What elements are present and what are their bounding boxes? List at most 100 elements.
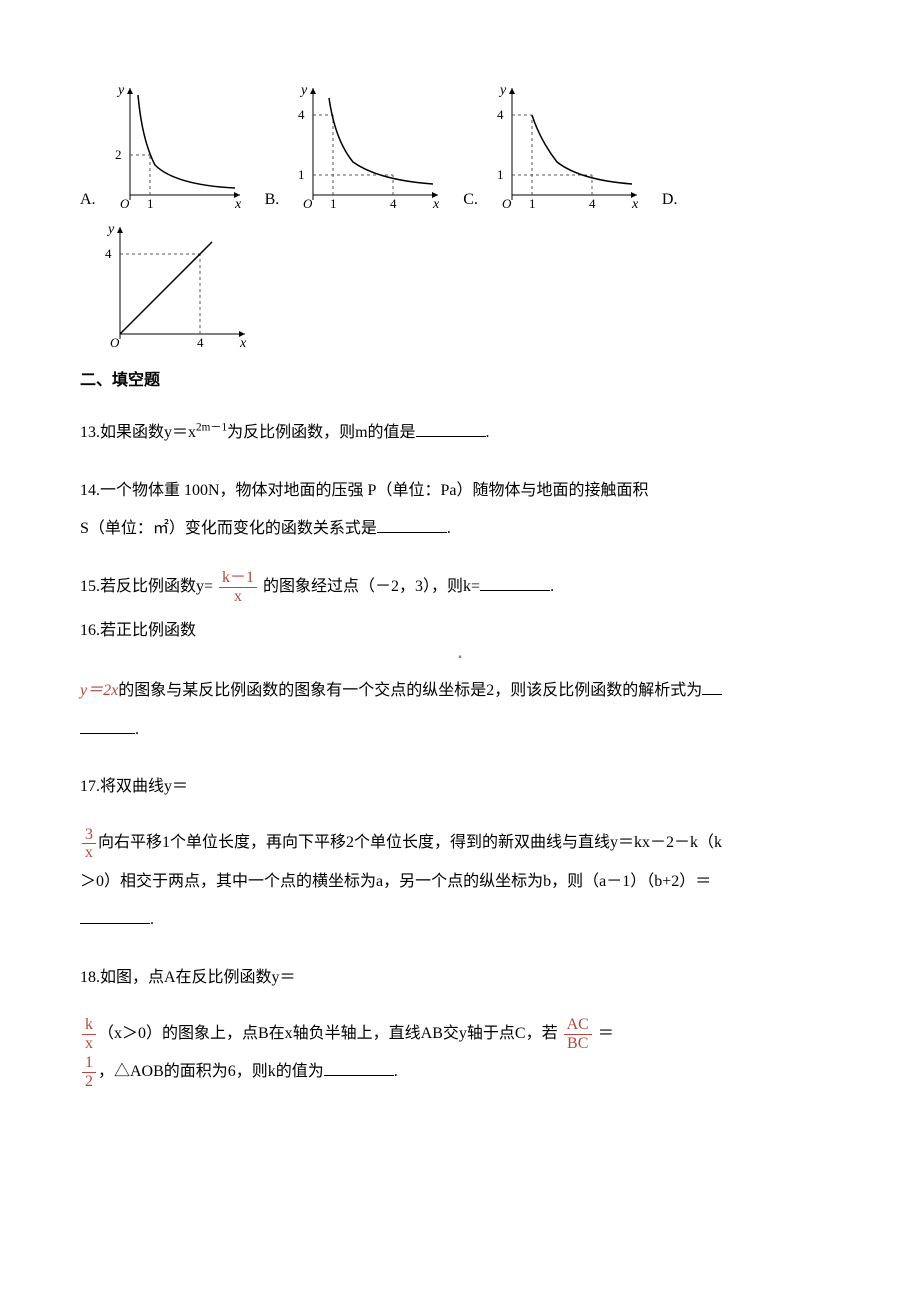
q17-pre: 将双曲线y＝ <box>100 778 188 795</box>
page-marker: ▪ <box>80 650 840 666</box>
option-c: C. x y O 4 1 1 4 <box>463 80 642 215</box>
q16-math: y＝2x <box>80 682 118 699</box>
svg-text:O: O <box>120 196 130 211</box>
graph-d: x y O 4 4 <box>100 219 250 354</box>
q16-blank-b <box>80 717 135 734</box>
svg-text:O: O <box>502 196 512 211</box>
options-row-1: A. x y O 2 1 B. <box>80 80 840 215</box>
option-label-b: B. <box>265 187 280 215</box>
question-16: 16.若正比例函数 <box>80 613 840 648</box>
svg-text:1: 1 <box>529 196 536 211</box>
q14-num: 14. <box>80 482 100 499</box>
q17-frac-num: 3 <box>82 826 96 845</box>
q17-line2: 向右平移1个单位长度，再向下平移2个单位长度，得到的新双曲线与直线y＝kx－2－… <box>98 834 722 851</box>
question-17-cont: 3 x 向右平移1个单位长度，再向下平移2个单位长度，得到的新双曲线与直线y＝k… <box>80 824 840 939</box>
svg-text:4: 4 <box>298 107 305 122</box>
q16-line2: 的图象与某反比例函数的图象有一个交点的纵坐标是2，则该反比例函数的解析式为 <box>118 682 702 699</box>
q18-blank <box>324 1059 394 1076</box>
graph-c: x y O 4 1 1 4 <box>482 80 642 215</box>
svg-text:4: 4 <box>589 196 596 211</box>
svg-text:y: y <box>106 222 115 237</box>
question-13: 13.如果函数y＝x2m－1为反比例函数，则m的值是. <box>80 414 840 452</box>
section-2-header: 二、填空题 <box>80 368 840 394</box>
options-row-2: x y O 4 4 <box>100 219 840 354</box>
q15-fraction: k－1 x <box>219 569 257 605</box>
q18-end: . <box>394 1063 398 1080</box>
question-16-cont: y＝2x的图象与某反比例函数的图象有一个交点的纵坐标是2，则该反比例函数的解析式… <box>80 672 840 749</box>
svg-text:4: 4 <box>390 196 397 211</box>
q18-pre: 如图，点A在反比例函数y＝ <box>100 969 296 986</box>
question-18: 18.如图，点A在反比例函数y＝ <box>80 960 840 995</box>
q14-blank <box>377 516 447 533</box>
option-label-d: D. <box>662 187 678 215</box>
svg-text:x: x <box>631 197 639 212</box>
q15-blank <box>480 574 550 591</box>
svg-text:2: 2 <box>115 147 122 162</box>
svg-text:x: x <box>432 197 440 212</box>
q15-num: 15. <box>80 578 100 595</box>
q16-blank-a <box>702 678 722 695</box>
q14-end: . <box>447 520 451 537</box>
svg-text:4: 4 <box>497 107 504 122</box>
q15-frac-num: k－1 <box>219 569 257 588</box>
q18-kx-fraction: k x <box>82 1016 96 1052</box>
q18-acbc-den: BC <box>564 1035 592 1053</box>
svg-text:x: x <box>239 336 247 351</box>
question-17: 17.将双曲线y＝ <box>80 769 840 804</box>
svg-text:1: 1 <box>330 196 337 211</box>
svg-text:O: O <box>303 196 313 211</box>
q17-line3: ＞0）相交于两点，其中一个点的横坐标为a，另一个点的纵坐标为b，则（a－1）（b… <box>80 873 711 890</box>
svg-text:O: O <box>110 335 120 350</box>
svg-text:1: 1 <box>497 167 504 182</box>
option-label-a: A. <box>80 187 96 215</box>
q13-end: . <box>486 424 490 441</box>
svg-text:y: y <box>498 83 507 98</box>
q18-eq: ＝ <box>594 1025 614 1042</box>
option-d-label-wrap: D. <box>662 187 682 215</box>
q17-end: . <box>150 911 154 928</box>
option-label-c: C. <box>463 187 478 215</box>
q18-tail: ，△AOB的面积为6，则k的值为 <box>98 1063 324 1080</box>
svg-text:y: y <box>299 83 308 98</box>
q18-acbc-num: AC <box>564 1016 592 1035</box>
q16-line1: 若正比例函数 <box>100 622 196 639</box>
q16-end: . <box>135 721 139 738</box>
graph-b: x y O 4 1 1 4 <box>283 80 443 215</box>
q15-end: . <box>550 578 554 595</box>
q13-pre: 如果函数y＝x <box>100 424 196 441</box>
q16-num: 16. <box>80 622 100 639</box>
q13-num: 13. <box>80 424 100 441</box>
q13-post: 为反比例函数，则m的值是 <box>227 424 415 441</box>
svg-text:4: 4 <box>105 246 112 261</box>
svg-text:1: 1 <box>147 196 154 211</box>
q17-frac-den: x <box>82 844 96 862</box>
q14-line1: 一个物体重 100N，物体对地面的压强 P（单位：Pa）随物体与地面的接触面积 <box>100 482 648 499</box>
q13-sup: 2m－1 <box>196 421 227 433</box>
q17-fraction: 3 x <box>82 826 96 862</box>
question-18-cont: k x （x＞0）的图象上，点B在x轴负半轴上，直线AB交y轴于点C，若 AC … <box>80 1015 840 1092</box>
svg-text:y: y <box>116 83 125 98</box>
q13-blank <box>416 420 486 437</box>
q14-line2: S（单位：㎡）变化而变化的函数关系式是 <box>80 520 377 537</box>
q15-pre: 若反比例函数y= <box>100 578 213 595</box>
q18-kx-den: x <box>82 1035 96 1053</box>
svg-text:x: x <box>234 197 242 212</box>
q18-mid1: （x＞0）的图象上，点B在x轴负半轴上，直线AB交y轴于点C，若 <box>98 1025 562 1042</box>
option-d: x y O 4 4 <box>100 219 250 354</box>
question-15: 15.若反比例函数y= k－1 x 的图象经过点（－2，3），则k=. <box>80 569 840 605</box>
q18-half-den: 2 <box>82 1073 96 1091</box>
svg-text:1: 1 <box>298 167 305 182</box>
q17-blank <box>80 907 150 924</box>
q18-acbc-fraction: AC BC <box>564 1016 592 1052</box>
q18-half-num: 1 <box>82 1054 96 1073</box>
q15-post: 的图象经过点（－2，3），则k= <box>263 578 480 595</box>
q18-half-fraction: 1 2 <box>82 1054 96 1090</box>
q18-kx-num: k <box>82 1016 96 1035</box>
q18-num: 18. <box>80 969 100 986</box>
option-a: A. x y O 2 1 <box>80 80 245 215</box>
q17-num: 17. <box>80 778 100 795</box>
graph-a: x y O 2 1 <box>100 80 245 215</box>
q15-frac-den: x <box>219 588 257 606</box>
svg-text:4: 4 <box>197 335 204 350</box>
question-14: 14.一个物体重 100N，物体对地面的压强 P（单位：Pa）随物体与地面的接触… <box>80 472 840 549</box>
